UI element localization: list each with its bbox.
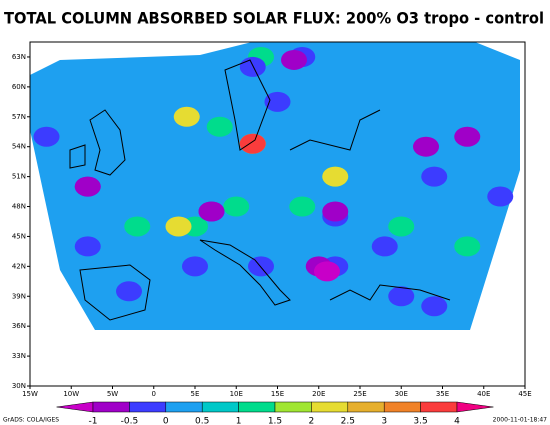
colorbar-cell [165, 401, 203, 413]
colorbar-cell [238, 401, 276, 413]
field-feature [74, 176, 101, 197]
x-tick-label: 15W [22, 390, 38, 398]
field-feature [289, 196, 316, 217]
colorbar-label: -1 [89, 417, 98, 425]
credit: GrADS: COLA/IGES [3, 417, 59, 424]
field-feature [33, 126, 60, 147]
colorbar-label: 1 [236, 417, 242, 425]
x-tick-label: 5W [107, 390, 118, 398]
field-feature [388, 286, 415, 307]
colorbar-cell [201, 401, 239, 413]
field-feature [248, 256, 274, 277]
field-feature [281, 49, 307, 70]
y-tick-label: 54N [12, 143, 26, 151]
y-tick-label: 42N [12, 262, 26, 270]
field-feature [223, 196, 250, 217]
field-feature [322, 201, 349, 222]
colorbar-label: 4 [454, 417, 460, 425]
colorbar-label: 2 [309, 417, 315, 425]
x-tick-label: 15E [271, 390, 284, 398]
colorbar-label: 3.5 [413, 417, 427, 425]
colorbar-label: 2.5 [341, 417, 355, 425]
colorbar-cell [347, 401, 385, 413]
field-feature [198, 201, 225, 222]
timestamp: 2000-11-01-18:47 [493, 417, 548, 424]
colorbar-label: 0.5 [195, 417, 209, 425]
colorbar-cell [129, 401, 167, 413]
colorbar-cell [92, 401, 130, 413]
field-feature [165, 216, 192, 237]
y-tick-label: 39N [12, 292, 26, 300]
coastlines [69, 59, 451, 321]
field-feature [322, 166, 349, 187]
field-feature [206, 116, 233, 137]
field-feature [388, 216, 415, 237]
colorbar-label: 1.5 [268, 417, 282, 425]
x-tick-label: 40E [477, 390, 490, 398]
field-feature [454, 236, 481, 257]
field-feature [421, 296, 448, 317]
y-tick-label: 30N [12, 382, 26, 390]
colorbar-cell [456, 401, 494, 413]
y-tick-label: 51N [12, 173, 26, 181]
y-tick-label: 60N [12, 83, 26, 91]
field-feature [173, 106, 200, 127]
field-feature [182, 256, 208, 277]
x-tick-label: 30E [395, 390, 408, 398]
data-region [30, 42, 520, 330]
x-tick-label: 45E [518, 390, 531, 398]
field-feature [454, 126, 481, 147]
field-feature [116, 281, 142, 302]
y-tick-label: 45N [12, 232, 26, 240]
field-feature [124, 216, 151, 237]
x-tick-label: 25E [353, 390, 366, 398]
colorbar-cell [56, 401, 94, 413]
x-tick-label: 10E [230, 390, 243, 398]
colorbar-cell [383, 401, 421, 413]
colorbar-label: -0.5 [121, 417, 139, 425]
y-tick-label: 57N [12, 113, 26, 121]
field-feature [371, 236, 398, 257]
x-tick-label: 10W [63, 390, 79, 398]
field-feature [314, 261, 340, 282]
colorbar-cell [274, 401, 312, 413]
field-feature [239, 56, 266, 77]
colorbar-cell [311, 401, 349, 413]
x-tick-label: 5E [191, 390, 200, 398]
colorbar-label: 3 [381, 417, 387, 425]
field-feature [264, 91, 291, 112]
x-tick-label: 0 [152, 390, 156, 398]
y-tick-label: 33N [12, 352, 26, 360]
x-tick-label: 20E [312, 390, 325, 398]
y-tick-label: 48N [12, 203, 26, 211]
field-feature [239, 133, 266, 154]
field-feature [413, 136, 439, 157]
y-tick-label: 63N [12, 53, 26, 61]
colorbar-cell [420, 401, 458, 413]
map-title: TOTAL COLUMN ABSORBED SOLAR FLUX: 200% O… [4, 9, 544, 28]
colorbar-label: 0 [163, 417, 169, 425]
y-tick-label: 36N [12, 322, 26, 330]
field-feature [74, 236, 101, 257]
x-tick-label: 35E [436, 390, 449, 398]
field-feature [487, 186, 514, 207]
field-feature [421, 166, 448, 187]
